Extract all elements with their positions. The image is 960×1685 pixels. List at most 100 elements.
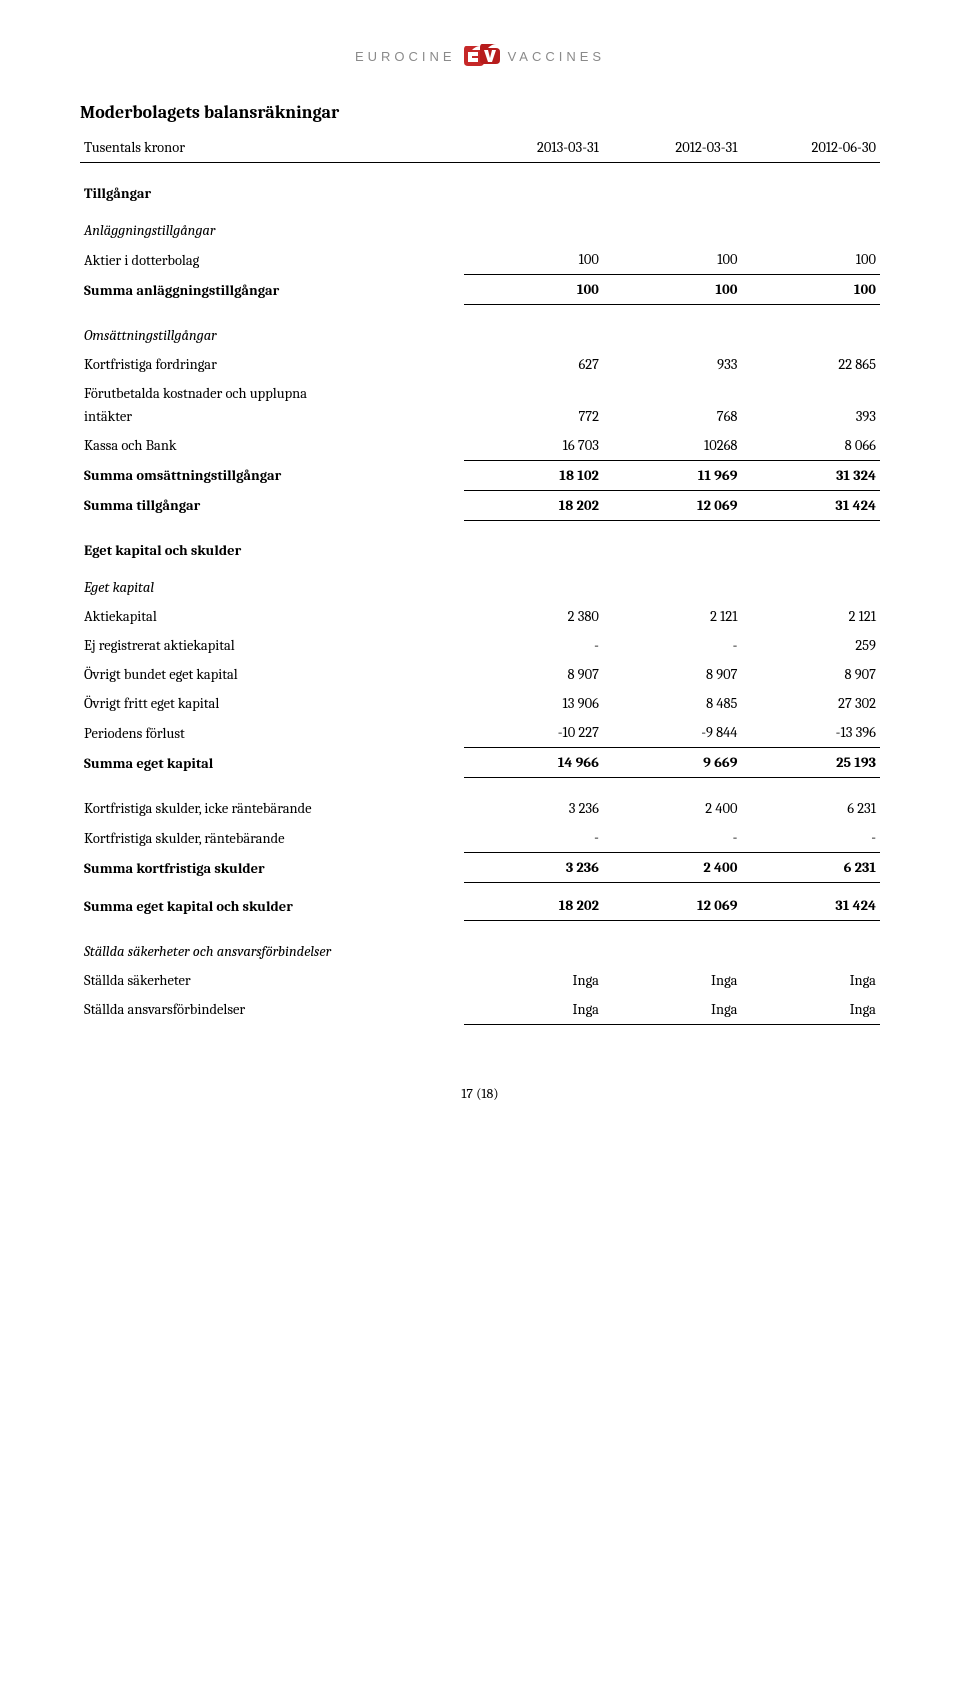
row-label: Övrigt fritt eget kapital: [80, 689, 464, 718]
cell: 2 121: [603, 602, 742, 631]
logo-left: EUROCINE: [355, 49, 456, 64]
row-ovrigt-fritt: Övrigt fritt eget kapital 13 906 8 485 2…: [80, 689, 880, 718]
header-col3: 2012-06-30: [741, 137, 880, 163]
row-label: Ställda ansvarsförbindelser: [80, 995, 464, 1025]
subsection-heading: Ställda säkerheter och ansvarsförbindels…: [80, 921, 464, 966]
cell: Inga: [741, 995, 880, 1025]
row-ej-registrerat: Ej registrerat aktiekapital - - 259: [80, 631, 880, 660]
cell: -9 844: [603, 718, 742, 748]
cell: Inga: [464, 966, 603, 995]
cell: -: [603, 823, 742, 853]
logo: EUROCINE VACCINES: [80, 40, 880, 72]
row-label: Summa kortfristiga skulder: [80, 853, 464, 883]
cell: 8 485: [603, 689, 742, 718]
cell: 6 231: [741, 778, 880, 824]
cell: Inga: [603, 966, 742, 995]
cell: Inga: [741, 966, 880, 995]
header-col1: 2013-03-31: [464, 137, 603, 163]
cell: 10268: [603, 431, 742, 461]
subsection-heading: Omsättningstillgångar: [80, 305, 464, 350]
cell: -10 227: [464, 718, 603, 748]
row-periodens-forlust: Periodens förlust -10 227 -9 844 -13 396: [80, 718, 880, 748]
stallda-heading: Ställda säkerheter och ansvarsförbindels…: [80, 921, 880, 966]
row-label: Förutbetalda kostnader och upplupna: [80, 379, 464, 402]
subsection-heading: Eget kapital: [80, 565, 464, 602]
row-aktier-dotterbolag: Aktier i dotterbolag 100 100 100: [80, 245, 880, 275]
logo-right: VACCINES: [508, 49, 606, 64]
cell: 18 202: [464, 490, 603, 520]
cell: 27 302: [741, 689, 880, 718]
balance-table: Tusentals kronor 2013-03-31 2012-03-31 2…: [80, 137, 880, 1025]
cell: -: [464, 823, 603, 853]
row-aktiekapital: Aktiekapital 2 380 2 121 2 121: [80, 602, 880, 631]
cell: 393: [741, 402, 880, 431]
row-stallda-ansvar: Ställda ansvarsförbindelser Inga Inga In…: [80, 995, 880, 1025]
row-ovrigt-bundet: Övrigt bundet eget kapital 8 907 8 907 8…: [80, 660, 880, 689]
subsection-heading: Anläggningstillgångar: [80, 208, 464, 245]
row-summa-omsattning: Summa omsättningstillgångar 18 102 11 96…: [80, 460, 880, 490]
header-label: Tusentals kronor: [80, 137, 464, 163]
cell: -: [603, 631, 742, 660]
omsattning-heading: Omsättningstillgångar: [80, 305, 880, 350]
cell: 3 236: [464, 778, 603, 824]
row-summa-tillgangar: Summa tillgångar 18 202 12 069 31 424: [80, 490, 880, 520]
cell: 100: [603, 245, 742, 275]
cell: 12 069: [603, 883, 742, 921]
row-forutbetalda-line2: intäkter 772 768 393: [80, 402, 880, 431]
cell: 772: [464, 402, 603, 431]
section-eget-kapital: Eget kapital och skulder: [80, 520, 880, 565]
cell: 9 669: [603, 748, 742, 778]
cell: 100: [741, 275, 880, 305]
cell: 25 193: [741, 748, 880, 778]
cell: 13 906: [464, 689, 603, 718]
section-tillgangar: Tillgångar: [80, 163, 880, 209]
cell: 627: [464, 350, 603, 379]
row-label: Aktier i dotterbolag: [80, 245, 464, 275]
cell: 100: [464, 245, 603, 275]
cell: 8 907: [741, 660, 880, 689]
cell: 31 424: [741, 490, 880, 520]
cell: 100: [464, 275, 603, 305]
cell: -: [741, 823, 880, 853]
row-label: Kassa och Bank: [80, 431, 464, 461]
row-stallda-sakerheter: Ställda säkerheter Inga Inga Inga: [80, 966, 880, 995]
row-label: Summa eget kapital: [80, 748, 464, 778]
row-label: Summa eget kapital och skulder: [80, 883, 464, 921]
cell: 6 231: [741, 853, 880, 883]
cell: 22 865: [741, 350, 880, 379]
eget-kapital-heading: Eget kapital: [80, 565, 880, 602]
cell: 18 202: [464, 883, 603, 921]
cell: 31 324: [741, 460, 880, 490]
row-label: Summa tillgångar: [80, 490, 464, 520]
cell: 933: [603, 350, 742, 379]
cell: 16 703: [464, 431, 603, 461]
cell: Inga: [464, 995, 603, 1025]
cell: -13 396: [741, 718, 880, 748]
cell: 8 907: [464, 660, 603, 689]
row-label: Periodens förlust: [80, 718, 464, 748]
row-label: Ej registrerat aktiekapital: [80, 631, 464, 660]
row-kortfristiga-fordringar: Kortfristiga fordringar 627 933 22 865: [80, 350, 880, 379]
header-col2: 2012-03-31: [603, 137, 742, 163]
row-label: Kortfristiga skulder, icke räntebärande: [80, 778, 464, 824]
row-kortf-skulder-icke: Kortfristiga skulder, icke räntebärande …: [80, 778, 880, 824]
cell: 8 907: [603, 660, 742, 689]
cell: 2 400: [603, 778, 742, 824]
row-forutbetalda-line1: Förutbetalda kostnader och upplupna: [80, 379, 880, 402]
cell: -: [464, 631, 603, 660]
page-title: Moderbolagets balansräkningar: [80, 102, 880, 123]
cell: 259: [741, 631, 880, 660]
logo-ev-icon: [462, 40, 502, 72]
section-heading: Tillgångar: [80, 163, 464, 209]
page: EUROCINE VACCINES Moderbolagets balansrä…: [0, 0, 960, 1142]
cell: 100: [603, 275, 742, 305]
cell: 14 966: [464, 748, 603, 778]
cell: Inga: [603, 995, 742, 1025]
row-label: Övrigt bundet eget kapital: [80, 660, 464, 689]
cell: 11 969: [603, 460, 742, 490]
row-label: Ställda säkerheter: [80, 966, 464, 995]
row-label: Summa omsättningstillgångar: [80, 460, 464, 490]
cell: 768: [603, 402, 742, 431]
row-summa-eget-skulder: Summa eget kapital och skulder 18 202 12…: [80, 883, 880, 921]
cell: 2 380: [464, 602, 603, 631]
